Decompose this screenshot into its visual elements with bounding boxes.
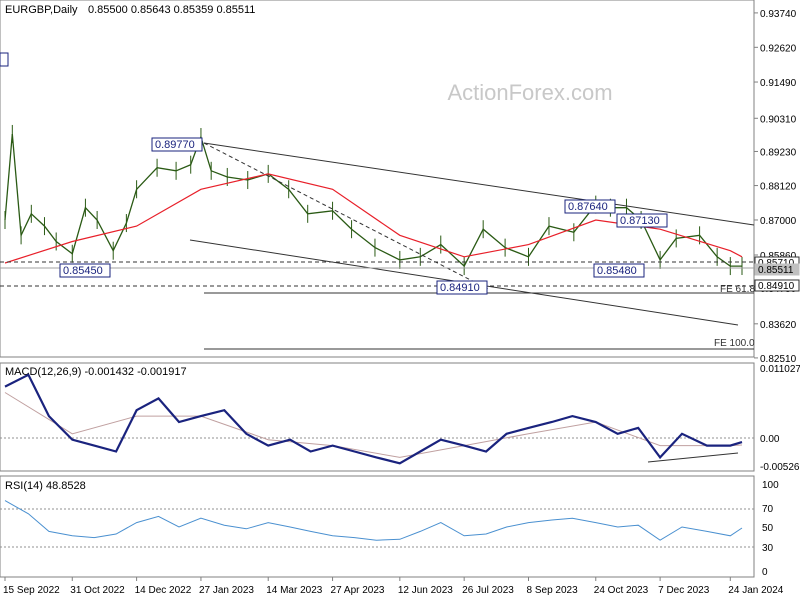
time-tick-label: 27 Jan 2023 [199,585,254,596]
price-label-box-85511 [754,263,800,276]
price-label-box-84910 [754,279,800,292]
price-tick-label: 0.87000 [760,216,797,227]
price-tick-label: 0.91490 [760,78,797,89]
macd-tick-bottom: -0.005267 [760,462,800,473]
macd-signal-line [4,392,743,458]
price-panel-frame [0,0,755,358]
rsi-panel-frame [0,475,755,578]
price-tick-label: 0.93740 [760,9,797,20]
time-tick-label: 7 Dec 2023 [658,585,710,596]
rsi-title: RSI(14) 48.8528 [5,480,86,492]
time-tick-label: 26 Jul 2023 [462,585,514,596]
time-tick-label: 12 Jun 2023 [398,585,453,596]
annotation-low-dec: 0.85480 [597,265,637,277]
price-axis: 0.93740 0.92620 0.91490 0.90310 0.89230 0.881… [754,9,797,365]
price-tick-label: 0.89230 [760,147,797,158]
macd-line [4,373,743,465]
annotation-high-jan: 0.89770 [155,139,195,151]
ma-path [4,173,743,264]
moving-average [4,173,743,264]
price-candles [4,124,743,276]
price-close-path [4,133,742,268]
annotation-box-high-nov [616,213,668,228]
annotation-fe-618: FE 61.8 [720,284,755,295]
chart-ohlc: 0.85500 0.85643 0.85359 0.85511 [88,4,255,16]
annotation-fe-100: FE 100.0 [714,338,755,349]
macd-tick-top: 0.011027 [760,364,800,375]
macd-tick-zero: 0.00 [760,434,780,445]
price-scale-labels: 0.85710 0.85511 0.84910 [754,256,800,292]
price-tick-label: 0.82510 [760,354,797,365]
chart-symbol: EURGBP,Daily [5,4,78,16]
time-tick-label: 31 Oct 2022 [70,585,125,596]
annotation-box-high-oct [564,199,616,214]
annotation-box-high-jan [151,137,203,152]
price-tick-label: 0.83620 [760,320,797,331]
price-tick-label: 0.92620 [760,43,797,54]
rsi-tick-30: 30 [762,543,774,554]
price-annotations: 0.89770 0.85450 0.84910 0.87640 0.87130 … [0,52,755,349]
annotation-box-low-dec [593,263,645,278]
macd-signal-path [4,392,743,458]
rsi-path [4,500,743,541]
rsi-tick-100: 100 [762,480,779,491]
time-axis: 15 Sep 2022 31 Oct 2022 14 Dec 2022 27 Jan … [3,577,784,596]
time-tick-label: 15 Sep 2022 [3,585,60,596]
macd-divergence-line [647,452,739,463]
annotation-high-oct: 0.87640 [568,201,608,213]
macd-path [4,373,743,465]
rsi-tick-50: 50 [762,523,774,534]
watermark-text: ActionForex.com [447,80,612,105]
time-tick-label: 14 Mar 2023 [266,585,323,596]
time-tick-label: 24 Jan 2024 [728,585,783,596]
rsi-tick-0: 0 [762,567,768,578]
time-tick-label: 24 Oct 2023 [594,585,649,596]
annotation-low-jul: 0.84910 [440,282,480,294]
time-tick-label: 14 Dec 2022 [135,585,192,596]
upper-channel-line [203,142,755,226]
macd-panel-frame [0,362,755,472]
price-tick-label: 0.88120 [760,182,797,193]
time-tick-label: 8 Sep 2023 [527,585,579,596]
annotation-box-low-jul [436,280,488,295]
price-label-85511: 0.85511 [758,265,794,276]
annotation-box-low-oct [59,263,111,278]
annotation-high-nov: 0.87130 [620,215,660,227]
time-tick-label: 27 Apr 2023 [331,585,385,596]
macd-title: MACD(12,26,9) -0.001432 -0.001917 [5,366,187,378]
price-tick-label: 0.90310 [760,114,797,125]
annotation-box-clipped [0,52,9,67]
price-label-84910: 0.84910 [758,281,795,292]
dashed-projection-line [203,142,491,291]
rsi-tick-70: 70 [762,504,774,515]
annotation-low-oct: 0.85450 [63,265,103,277]
rsi-line [4,500,743,541]
